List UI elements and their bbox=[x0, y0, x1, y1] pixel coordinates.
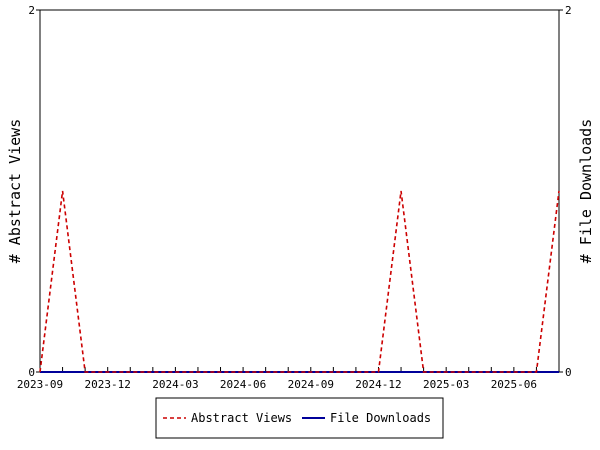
x-tick-label-2023-09: 2023-09 bbox=[17, 378, 63, 391]
x-tick-label-2025-03: 2025-03 bbox=[423, 378, 469, 391]
x-tick-label-2024-03: 2024-03 bbox=[152, 378, 198, 391]
legend-label-abstract-views: Abstract Views bbox=[191, 411, 292, 425]
x-tick-label-2023-12: 2023-12 bbox=[85, 378, 131, 391]
legend-label-file-downloads: File Downloads bbox=[330, 411, 431, 425]
x-tick-label-2024-12: 2024-12 bbox=[355, 378, 401, 391]
series-line-abstract-views bbox=[39, 190, 560, 373]
legend-box bbox=[155, 397, 444, 439]
right-axis-title: # File Downloads bbox=[577, 119, 595, 264]
left-y-tick-label-0: 0 bbox=[28, 366, 35, 379]
x-axis-labels: 2023-09 2023-12 2024-03 2024-06 2024-09 2024-… bbox=[17, 378, 537, 391]
left-y-tick-label-2: 2 bbox=[28, 4, 35, 17]
right-y-tick-label-2: 2 bbox=[565, 4, 572, 17]
x-tick-label-2024-06: 2024-06 bbox=[220, 378, 266, 391]
left-y-axis: 02 bbox=[28, 4, 40, 379]
plot-area bbox=[39, 9, 560, 373]
right-y-axis: 02 bbox=[559, 4, 572, 379]
series-layer bbox=[39, 190, 560, 373]
x-tick-label-2025-06: 2025-06 bbox=[491, 378, 537, 391]
right-y-tick-label-0: 0 bbox=[565, 366, 572, 379]
x-tick-label-2024-09: 2024-09 bbox=[288, 378, 334, 391]
left-axis-title: # Abstract Views bbox=[6, 119, 24, 264]
legend: Abstract Views File Downloads bbox=[155, 397, 444, 439]
